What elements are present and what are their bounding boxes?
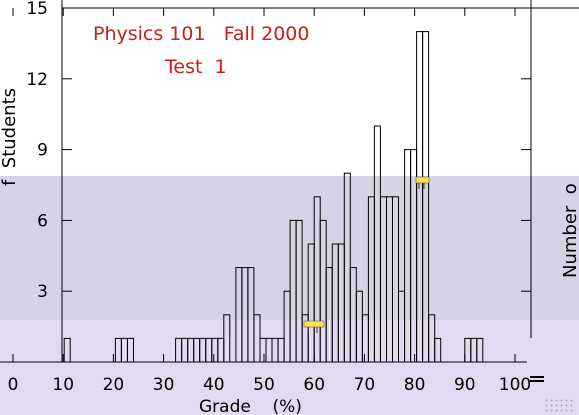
x-tick-label: 70	[354, 375, 376, 395]
resize-grip-icon[interactable]	[530, 376, 544, 384]
x-tick-label: 20	[103, 375, 125, 395]
x-tick-label: 90	[454, 375, 476, 395]
x-tick-label: 60	[303, 375, 325, 395]
x-ticks: 0 10 20 30 40 50 60 70 80 90 100	[8, 8, 531, 395]
y-axis-label-right: Number o	[560, 183, 579, 278]
x-tick-label: 30	[153, 375, 175, 395]
y-tick-label: 9	[37, 141, 48, 161]
corner-dots	[544, 398, 574, 412]
overlay-band-upper	[0, 176, 579, 320]
y-tick-label: 12	[26, 70, 48, 90]
x-tick-label: 80	[404, 375, 426, 395]
x-tick-label: 50	[253, 375, 275, 395]
x-tick-label: 40	[203, 375, 225, 395]
overlay-band-lower	[0, 320, 579, 415]
x-tick-label: 10	[52, 375, 74, 395]
y-tick-label: 15	[26, 0, 48, 19]
x-tick-label: 0	[8, 375, 19, 395]
x-axis-label: Grade (%)	[199, 397, 302, 415]
y-tick-label: 6	[37, 211, 48, 231]
plot-upper-area	[0, 0, 579, 176]
pin-icon[interactable]	[415, 176, 431, 193]
x-tick-label: 100	[499, 375, 531, 395]
y-tick-label: 3	[37, 282, 48, 302]
chart-subtitle: Test 1	[164, 56, 227, 78]
y-ticks: 3 6 9 12 15	[26, 0, 531, 302]
y-axis-label-fragment: f Students	[0, 88, 20, 186]
pin-icon[interactable]	[303, 320, 327, 337]
chart-title: Physics 101 Fall 2000	[93, 23, 309, 45]
